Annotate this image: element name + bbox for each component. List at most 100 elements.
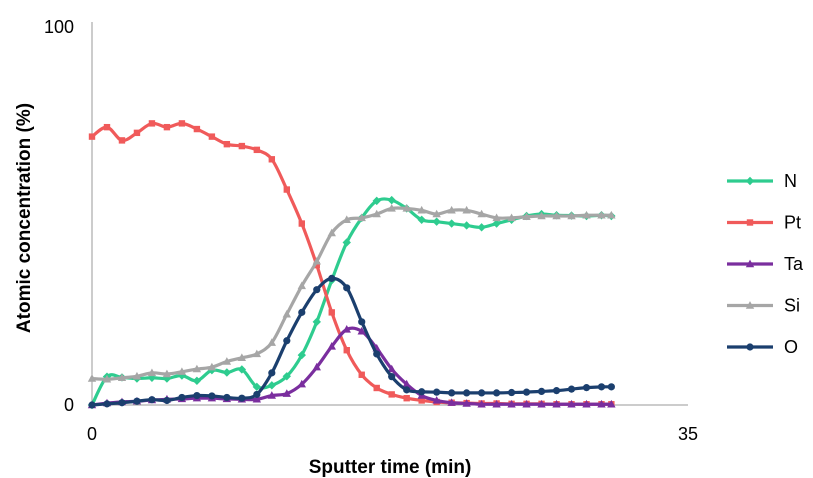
data-point-si	[507, 213, 516, 222]
data-point-o	[507, 388, 516, 397]
data-point-ta	[387, 364, 396, 373]
x-axis-title: Sputter time (min)	[309, 457, 472, 478]
data-point-si	[492, 213, 501, 222]
data-point-ta	[462, 399, 471, 407]
legend-label-ta: Ta	[784, 254, 804, 274]
data-point-o	[582, 384, 591, 392]
data-point-o	[208, 392, 216, 400]
data-point-pt	[388, 391, 395, 398]
data-point-pt	[88, 133, 96, 140]
data-point-n	[372, 196, 381, 206]
data-point-n	[342, 238, 351, 247]
data-point-ta	[607, 399, 616, 408]
data-point-pt	[373, 384, 380, 392]
data-point-pt	[403, 394, 410, 402]
data-point-o	[223, 393, 231, 402]
data-point-si	[207, 362, 217, 371]
data-point-pt	[193, 125, 201, 133]
legend-label-n: N	[784, 171, 797, 191]
y-tick-label: 100	[44, 17, 74, 37]
data-point-pt	[283, 186, 291, 193]
data-point-si	[607, 210, 616, 219]
data-point-si	[327, 228, 336, 237]
data-point-n	[312, 317, 321, 327]
legend-marker-ta	[745, 259, 755, 268]
legend-item-ta: Ta	[727, 254, 804, 274]
data-point-o	[268, 369, 276, 377]
data-point-n	[252, 382, 262, 392]
series-n	[87, 195, 616, 410]
data-point-pt	[148, 120, 156, 127]
data-point-si	[237, 353, 247, 361]
data-point-o	[88, 401, 96, 409]
data-point-ta	[297, 379, 306, 388]
series-line-ta	[90, 326, 613, 407]
legend-marker-pt	[746, 219, 754, 226]
data-point-ta	[537, 399, 546, 408]
data-point-ta	[342, 325, 351, 333]
data-point-ta	[507, 399, 516, 408]
data-point-o	[478, 389, 486, 397]
data-point-si	[597, 210, 606, 219]
legend-item-si: Si	[727, 296, 800, 316]
data-point-si	[282, 309, 292, 318]
data-point-si	[342, 215, 351, 223]
data-point-ta	[447, 398, 456, 406]
data-point-ta	[282, 389, 292, 397]
data-point-o	[163, 396, 171, 405]
data-point-pt	[298, 220, 305, 227]
legend: N Pt Ta Si O	[727, 171, 804, 357]
data-point-n	[417, 215, 426, 224]
data-point-n	[432, 217, 441, 226]
data-point-o	[358, 318, 366, 326]
legend-item-pt: Pt	[727, 213, 801, 233]
data-point-ta	[432, 396, 441, 404]
legend-label-o: O	[784, 337, 798, 357]
series-layer	[87, 120, 616, 410]
data-point-ta	[567, 399, 576, 408]
data-point-ta	[312, 362, 321, 371]
data-point-ta	[582, 399, 591, 408]
data-point-si	[552, 211, 561, 220]
data-point-o	[283, 337, 291, 345]
data-point-n	[282, 372, 292, 381]
data-point-si	[117, 373, 127, 381]
data-point-pt	[358, 371, 365, 378]
data-point-pt	[163, 123, 171, 131]
series-pt	[88, 120, 615, 408]
data-point-n	[462, 221, 471, 230]
data-point-si	[447, 205, 456, 214]
data-point-o	[418, 388, 426, 396]
data-point-si	[402, 204, 411, 212]
data-point-o	[253, 390, 261, 399]
data-point-pt	[103, 123, 111, 131]
data-point-si	[432, 209, 441, 218]
data-point-si	[522, 212, 531, 220]
series-line-o	[90, 276, 613, 407]
data-point-pt	[118, 137, 126, 144]
data-point-si	[147, 368, 157, 377]
y-axis-title: Atomic concentration (%)	[14, 103, 35, 333]
data-point-o	[178, 393, 186, 402]
data-point-pt	[223, 140, 231, 148]
series-line-pt	[90, 121, 613, 406]
data-point-ta	[402, 379, 411, 388]
data-point-o	[298, 308, 306, 316]
data-point-pt	[268, 156, 276, 163]
data-point-pt	[133, 129, 141, 137]
data-point-n	[297, 350, 306, 360]
data-point-si	[87, 374, 97, 382]
data-point-o	[522, 388, 531, 396]
data-point-o	[552, 387, 561, 395]
data-point-ta	[267, 391, 277, 399]
x-tick-label: 0	[87, 424, 97, 444]
data-point-n	[237, 365, 247, 374]
legend-label-si: Si	[784, 296, 800, 316]
data-point-o	[567, 385, 576, 393]
data-point-o	[193, 391, 201, 400]
data-point-si	[162, 369, 172, 378]
data-point-pt	[328, 309, 335, 316]
data-point-o	[133, 397, 141, 405]
data-point-ta	[477, 399, 486, 408]
data-point-o	[537, 387, 546, 395]
